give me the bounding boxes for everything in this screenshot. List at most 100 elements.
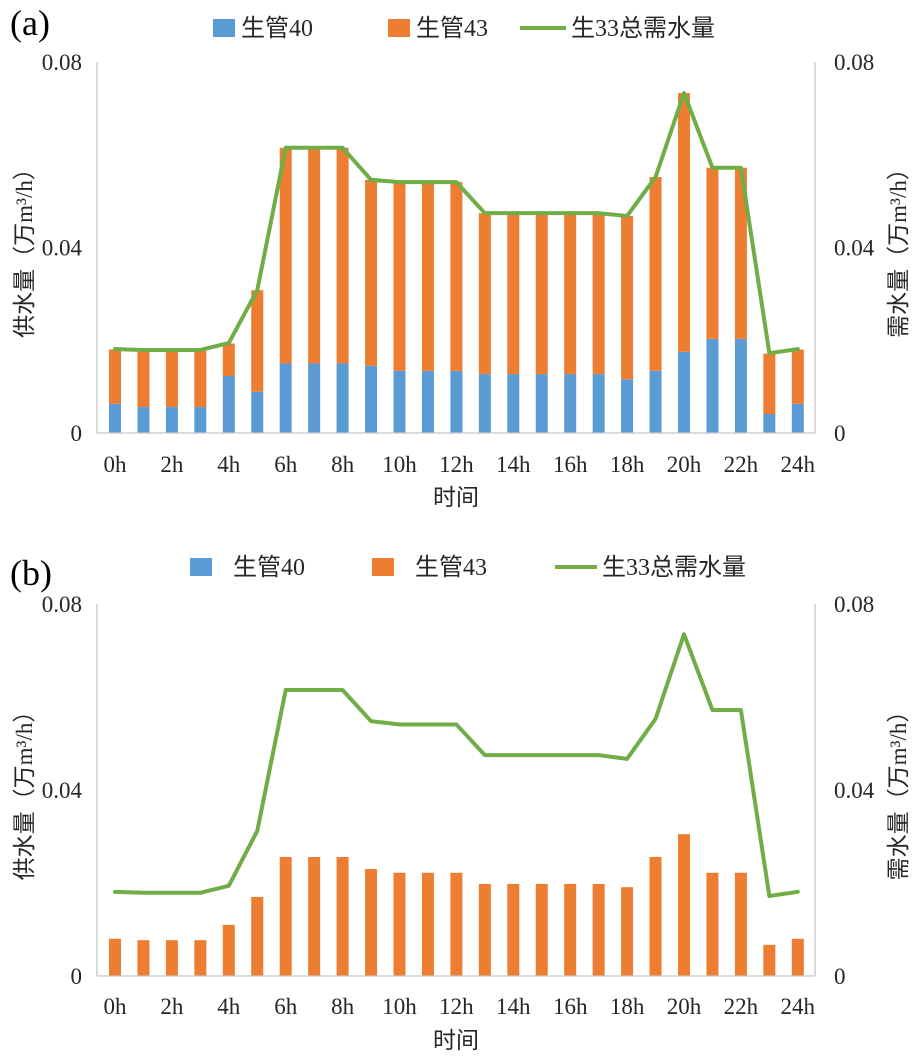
bar-b-series-2-hour-11 [421,872,434,976]
bar-a-series-2-hour-12 [450,182,463,371]
legend-label-b-series-3: 生33总需水量 [602,554,746,581]
x-tick-label-b-14: 14h [496,994,531,1019]
x-tick-label-a-8: 8h [331,452,355,477]
right-tick-label-a-0: 0 [834,421,846,446]
bar-a-series-2-hour-2 [165,349,178,408]
left-tick-label-a-0: 0 [71,421,83,446]
bar-b-series-2-hour-3 [194,940,207,976]
bar-b-series-2-hour-23 [763,944,776,976]
x-tick-label-b-10: 10h [382,994,417,1019]
bar-a-series-1-hour-19 [649,370,662,433]
bar-a-series-2-hour-24 [791,349,804,404]
bar-a-series-2-hour-10 [393,182,406,371]
x-tick-label-a-10: 10h [382,452,417,477]
legend-label-a-series-1: 生管40 [241,15,313,42]
bar-a-series-2-hour-21 [706,167,719,339]
x-tick-label-a-6: 6h [274,452,298,477]
bar-a-series-2-hour-14 [507,213,520,375]
bar-a-series-1-hour-12 [450,370,463,433]
right-tick-label-b-0: 0 [834,964,846,989]
bar-b-series-2-hour-21 [706,872,719,976]
legend-label-b-series-2: 生管43 [415,554,487,581]
bar-a-series-2-hour-23 [763,353,776,414]
bar-b-series-2-hour-9 [365,869,378,976]
line-a-series-3 [113,91,800,356]
bar-b-series-2-hour-10 [393,872,406,976]
x-tick-label-b-4: 4h [217,994,241,1019]
bar-a-series-2-hour-16 [564,213,577,375]
bar-b-series-2-hour-5 [251,896,264,976]
x-tick-label-b-22: 22h [724,994,759,1019]
x-tick-label-a-2: 2h [160,452,184,477]
bar-b-series-2-hour-7 [308,856,321,976]
left-axis-title-b: 供水量（万m³/h） [12,700,37,881]
left-tick-label-b-0: 0 [71,964,83,989]
bar-a-series-1-hour-9 [365,365,378,433]
line-b-series-3 [113,632,800,899]
bar-a-series-1-hour-14 [507,374,520,433]
bar-a-series-1-hour-2 [165,407,178,433]
x-tick-label-a-12: 12h [439,452,474,477]
bar-b-series-2-hour-6 [279,856,292,976]
bar-a-series-2-hour-6 [279,147,292,364]
legend-swatch-a-series-2 [388,19,410,37]
x-tick-label-a-0: 0h [104,452,128,477]
legend-label-a-series-2: 生管43 [416,15,488,42]
bar-a-series-2-hour-9 [365,179,378,366]
bar-b-series-2-hour-4 [222,924,235,976]
x-axis-title-a: 时间 [433,485,479,510]
chart-b-svg: (b) 生管40 生管43 生33总需水量 0 0.04 0.08 0 0.04 0.08 0h 2h… [10,553,911,1053]
bar-a-series-1-hour-20 [678,351,690,433]
bar-a-series-1-hour-3 [194,407,207,433]
legend-swatch-b-series-2 [372,558,394,576]
bar-b-series-2-hour-15 [535,883,548,976]
x-tick-label-b-18: 18h [610,994,645,1019]
legend-swatch-b-series-1 [190,558,212,576]
bars-b [109,834,804,976]
x-tick-label-a-20: 20h [667,452,702,477]
bar-a-series-2-hour-22 [734,167,747,339]
bar-a-series-2-hour-8 [336,147,349,364]
bar-a-series-2-hour-17 [592,213,605,375]
bar-a-series-1-hour-6 [279,363,292,433]
bar-a-series-1-hour-21 [706,338,719,433]
bar-a-series-1-hour-10 [393,370,406,433]
bar-b-series-2-hour-1 [137,940,150,976]
right-tick-label-b-2: 0.08 [834,592,874,617]
bar-a-series-2-hour-5 [251,290,264,392]
bar-a-series-2-hour-18 [621,215,634,380]
right-tick-label-a-1: 0.04 [834,236,875,261]
bar-b-series-2-hour-16 [564,883,577,976]
bar-a-series-2-hour-15 [535,213,548,375]
bar-b-series-2-hour-14 [507,883,520,976]
legend-label-b-series-1: 生管40 [233,554,305,581]
bar-b-series-2-hour-22 [734,872,747,976]
chart-a-svg: (a) 生管40 生管43 生33总需水量 0 0.04 0.08 0 0.04 0.08 0h 2h… [10,3,911,510]
bar-a-series-2-hour-19 [649,177,662,371]
left-tick-label-a-1: 0.04 [42,236,83,261]
bar-b-series-2-hour-18 [621,887,634,976]
x-tick-label-a-14: 14h [496,452,531,477]
x-axis-title-b: 时间 [433,1028,479,1053]
bar-a-series-2-hour-11 [421,182,434,371]
x-tick-label-b-20: 20h [667,994,702,1019]
bar-a-series-1-hour-16 [564,374,577,433]
left-tick-label-a-2: 0.08 [42,50,82,75]
legend-label-a-series-3: 生33总需水量 [571,15,715,42]
legend-swatch-a-series-1 [213,19,235,37]
bar-a-series-1-hour-4 [222,375,235,433]
left-tick-label-b-1: 0.04 [42,778,83,803]
bar-b-series-2-hour-24 [791,938,804,976]
bar-b-series-2-hour-20 [678,834,690,976]
right-axis-title-b: 需水量（万m³/h） [886,700,911,881]
bar-b-series-2-hour-13 [478,883,491,976]
bar-b-series-2-hour-12 [450,872,463,976]
x-tick-label-a-24: 24h [781,452,816,477]
x-tick-label-b-6: 6h [274,994,298,1019]
chart-panel-a: (a) 生管40 生管43 生33总需水量 0 0.04 0.08 0 0.04 0.08 0h 2h… [10,3,911,510]
bar-b-series-2-hour-19 [649,856,662,976]
bar-b-series-2-hour-2 [165,940,178,976]
bar-a-series-1-hour-0 [109,403,121,433]
bar-a-series-2-hour-13 [478,213,491,375]
bar-a-series-1-hour-24 [791,403,804,433]
